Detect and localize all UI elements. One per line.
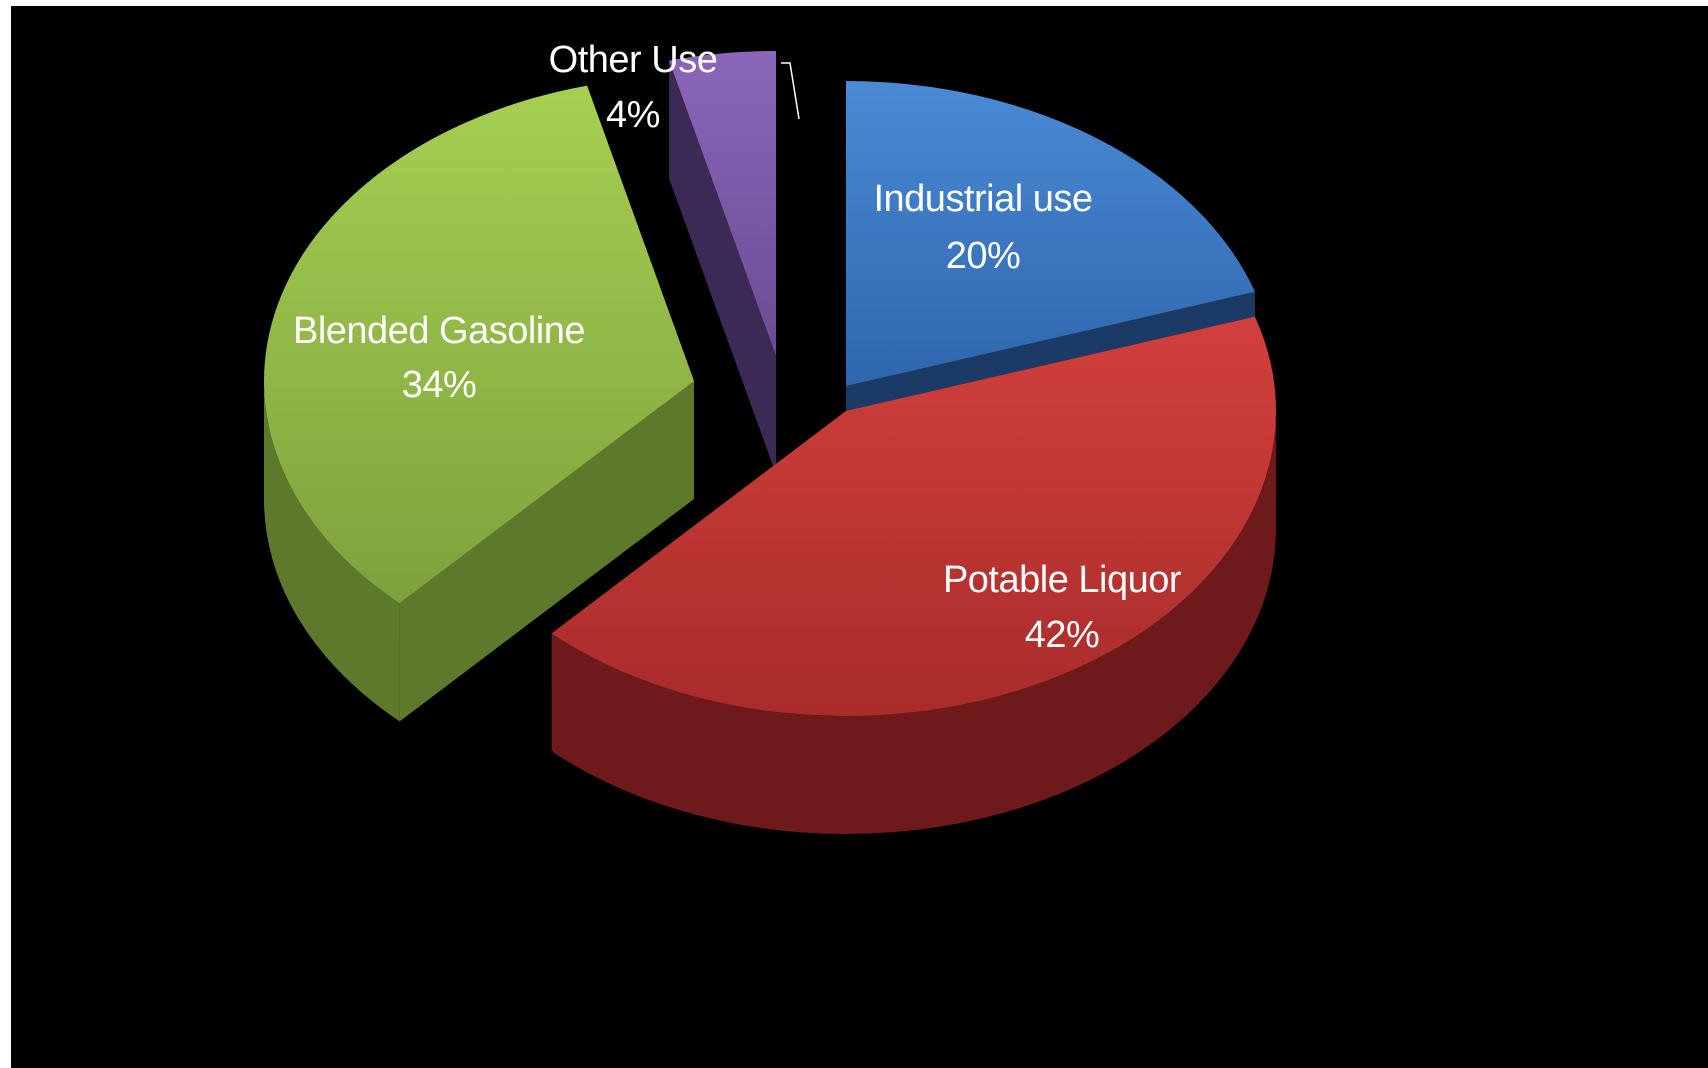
pie-slice-potable-liquor bbox=[551, 316, 1277, 835]
slice-top-face bbox=[551, 316, 1277, 717]
slice-category-label: Blended Gasoline bbox=[293, 310, 585, 352]
slice-category-label: Potable Liquor bbox=[943, 559, 1182, 601]
slice-category-label: Other Use bbox=[549, 39, 718, 81]
slice-percent-label: 42% bbox=[1025, 614, 1100, 656]
slice-top-face bbox=[669, 51, 776, 356]
pie-slice-blended-gasoline bbox=[263, 85, 694, 722]
slice-side-face bbox=[399, 381, 694, 722]
data-label-other-use: Other Use 4% bbox=[549, 39, 718, 136]
pie-slice-other-use bbox=[669, 51, 776, 475]
slice-percent-label: 20% bbox=[946, 235, 1021, 277]
slice-percent-label: 4% bbox=[606, 94, 660, 136]
slice-percent-label: 34% bbox=[402, 364, 477, 406]
slice-outer-wall bbox=[264, 379, 400, 722]
chart-area: Industrial use 20% Potable Liquor 42% Blende… bbox=[11, 6, 1708, 1068]
pie-chart: Industrial use 20% Potable Liquor 42% Blende… bbox=[263, 39, 1277, 835]
data-label-potable-liquor: Potable Liquor 42% bbox=[943, 559, 1182, 656]
data-label-industrial-use: Industrial use 20% bbox=[873, 178, 1093, 277]
slice-top-face bbox=[263, 85, 694, 604]
slice-side-face bbox=[669, 60, 776, 475]
slice-category-label: Industrial use bbox=[873, 178, 1092, 220]
slice-outer-wall bbox=[552, 405, 1276, 835]
data-label-blended-gasoline: Blended Gasoline 34% bbox=[293, 310, 586, 406]
slice-top-face bbox=[846, 81, 1255, 386]
leader-line bbox=[781, 62, 800, 120]
